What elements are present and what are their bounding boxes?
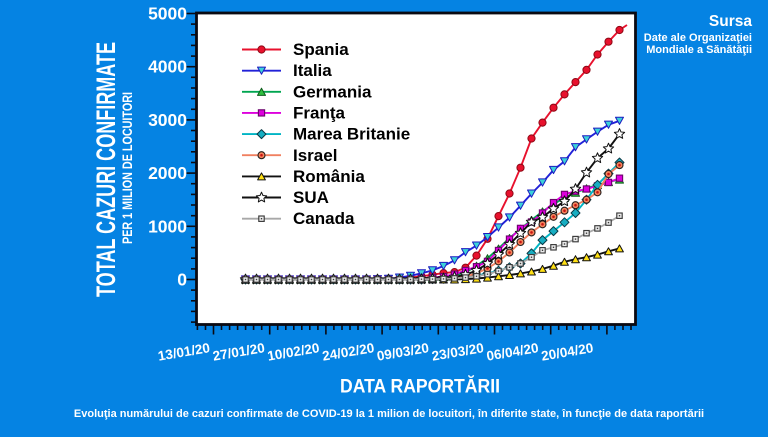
- svg-text:Italia: Italia: [293, 61, 332, 80]
- svg-text:1000: 1000: [148, 216, 187, 236]
- svg-text:5000: 5000: [148, 4, 187, 24]
- svg-text:Spania: Spania: [293, 40, 349, 59]
- svg-text:Date ale Organizaţiei: Date ale Organizaţiei: [644, 32, 752, 44]
- svg-text:TOTAL CAZURI CONFIRMATE: TOTAL CAZURI CONFIRMATE: [91, 42, 121, 297]
- svg-text:Germania: Germania: [293, 82, 372, 101]
- svg-text:Mondiale a Sănătăţii: Mondiale a Sănătăţii: [646, 44, 752, 56]
- svg-text:3000: 3000: [148, 110, 187, 130]
- svg-text:4000: 4000: [148, 57, 187, 77]
- svg-text:SUA: SUA: [293, 188, 329, 207]
- svg-text:PER 1 MILION DE LOCUITORI: PER 1 MILION DE LOCUITORI: [120, 92, 135, 244]
- svg-text:Sursa: Sursa: [709, 13, 752, 30]
- svg-text:Franţa: Franţa: [293, 103, 346, 122]
- svg-text:Marea Britanie: Marea Britanie: [293, 125, 410, 144]
- svg-text:Canada: Canada: [293, 209, 355, 228]
- svg-text:Israel: Israel: [293, 146, 337, 165]
- svg-text:0: 0: [177, 270, 187, 290]
- svg-text:Evoluţia numărului de cazuri c: Evoluţia numărului de cazuri confirmate …: [74, 408, 704, 420]
- svg-text:2000: 2000: [148, 163, 187, 183]
- svg-text:DATA RAPORTĂRII: DATA RAPORTĂRII: [340, 376, 500, 398]
- svg-text:România: România: [293, 167, 365, 186]
